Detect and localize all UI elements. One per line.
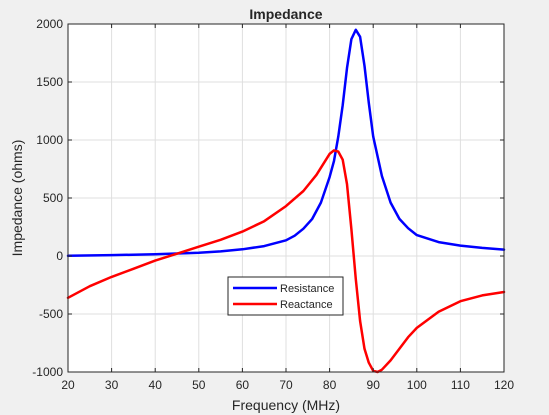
y-tick-label: 0 [56,249,63,263]
y-axis-label: Impedance (ohms) [9,140,25,257]
y-tick-label: -500 [39,307,63,321]
x-tick-label: 70 [279,378,293,392]
y-tick-label: 500 [43,191,63,205]
x-tick-label: 20 [61,378,75,392]
legend-label-reactance: Reactance [280,299,333,311]
x-tick-label: 30 [105,378,119,392]
y-tick-label: -1000 [32,365,63,379]
series-layer [66,28,506,374]
x-tick-label: 80 [323,378,337,392]
x-tick-label: 110 [451,378,470,392]
ticks: 20 30 40 50 60 70 80 90 100 110 120 -1000 -500 0 500 10… [32,17,514,392]
y-tick-label: 1000 [36,133,63,147]
chart-title: Impedance [249,6,322,22]
y-tick-label: 2000 [36,17,63,31]
x-tick-label: 40 [149,378,163,392]
x-axis-label: Frequency (MHz) [232,397,340,413]
legend-label-resistance: Resistance [280,283,334,295]
x-tick-label: 60 [236,378,250,392]
y-tick-label: 1500 [36,75,63,89]
series-line-reactance [66,149,506,374]
x-tick-label: 90 [367,378,381,392]
legend-box [227,276,344,316]
x-tick-label: 120 [494,378,514,392]
x-tick-label: 100 [407,378,427,392]
x-tick-label: 50 [192,378,206,392]
legend: Resistance Reactance [227,276,344,316]
series-line-resistance [66,28,506,258]
